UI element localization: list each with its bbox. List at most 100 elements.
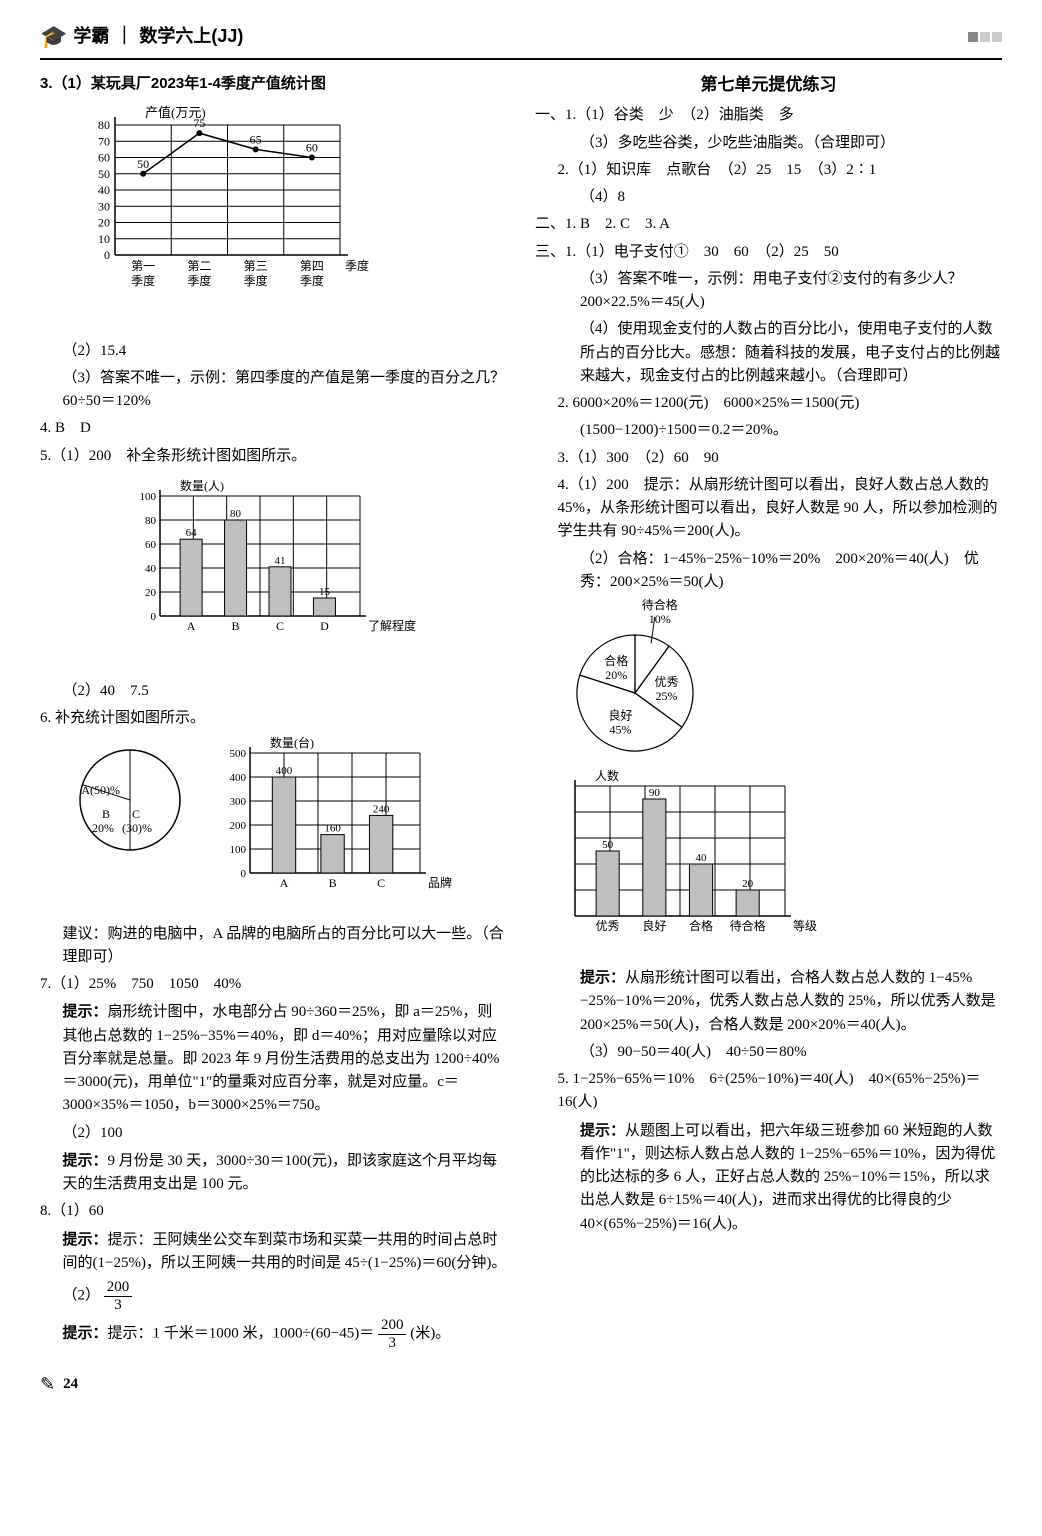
q8-2-hint: 提示：提示：1 千米＝1000 米，1000÷(60−45)＝ 200 3 (米… [40,1317,507,1351]
svg-text:数量(台): 数量(台) [270,735,314,750]
svg-text:0: 0 [151,611,157,623]
svg-text:待合格: 待合格 [642,598,678,612]
box-icon [980,32,990,42]
svg-text:20%: 20% [605,668,627,682]
svg-text:B: B [102,807,110,821]
q8-2: （2） 200 3 [40,1279,507,1313]
svg-text:0: 0 [241,868,247,880]
svg-text:了解程度: 了解程度 [368,618,416,633]
svg-text:良好: 良好 [642,918,666,933]
svg-text:40: 40 [98,183,110,197]
s3-5: 5. 1−25%−65%＝10% 6÷(25%−10%)＝40(人) 40×(6… [535,1068,1002,1115]
q8-1: 8.（1）60 [40,1200,507,1223]
svg-text:(30)%: (30)% [122,821,152,835]
svg-text:20%: 20% [92,821,114,835]
s2: 二、1. B 2. C 3. A [535,213,1002,236]
svg-text:400: 400 [230,772,247,784]
svg-text:40: 40 [145,563,157,575]
svg-text:50: 50 [602,839,614,851]
chart1-svg: 产值(万元)0102030405060708050756560第一季度第二季度第… [70,105,370,325]
chart2-svg: 数量(人)02040608010064A80B41C15D了解程度 [120,478,440,666]
svg-text:C: C [377,876,385,890]
q3-3: （3）答案不唯一，示例：第四季度的产值是第一季度的百分之几？ 60÷50＝120… [40,367,507,414]
content-columns: 3.（1）某玩具厂2023年1-4季度产值统计图 产值(万元)010203040… [40,72,1002,1355]
fraction: 200 3 [378,1317,407,1351]
s3-2: 2. 6000×20%＝1200(元) 6000×25%＝1500(元) [535,392,1002,415]
s3-4b: （2）合格：1−45%−25%−10%＝20% 200×20%＝40(人) 优秀… [535,548,1002,595]
fraction: 200 3 [104,1279,133,1313]
header-brand: 🎓 学霸 ｜ 数学六上(JJ) [40,20,243,54]
s1-2b: （4）8 [535,186,1002,209]
svg-text:第三: 第三 [244,259,268,273]
svg-text:60: 60 [306,141,318,155]
svg-text:15: 15 [319,586,331,598]
q3-title: 3.（1）某玩具厂2023年1-4季度产值统计图 [40,72,507,95]
pie1-svg: A(50)%B20%C(30)% [60,735,200,865]
subject-text: 数学六上(JJ) [139,23,243,51]
bar-chart-q5: 数量(人)02040608010064A80B41C15D了解程度 [120,478,440,666]
pen-icon: ✎ [40,1371,55,1399]
hint-label: 提示： [580,1122,625,1139]
svg-text:10%: 10% [649,612,671,626]
svg-text:第四: 第四 [300,259,324,273]
svg-text:优秀: 优秀 [654,675,678,689]
q7-hint: 提示：扇形统计图中，水电部分占 90÷360＝25%，即 a＝25%，则其他占总… [40,1000,507,1117]
q7-2-hint-text: 9 月份是 30 天，3000÷30＝100(元)，即该家庭这个月平均每天的生活… [63,1153,498,1192]
s3-3: 3.（1）300 （2）60 90 [535,447,1002,470]
hint-label: 提示： [63,1325,108,1342]
box-icon [992,32,1002,42]
svg-text:60: 60 [145,539,157,551]
svg-text:50: 50 [98,167,110,181]
box-icon [968,32,978,42]
q8-2-hint-a: 提示：1 千米＝1000 米，1000÷(60−45)＝ [108,1326,375,1342]
svg-text:数量(人): 数量(人) [180,478,224,493]
svg-text:40: 40 [696,852,708,864]
svg-text:A(50)%: A(50)% [81,783,120,797]
svg-text:20: 20 [742,878,754,890]
svg-text:200: 200 [230,820,247,832]
q8-1-hint: 提示：提示：王阿姨坐公交车到菜市场和买菜一共用的时间占总时间的(1−25%)，所… [40,1228,507,1276]
s3-5hint-text: 从题图上可以看出，把六年级三班参加 60 米短跑的人数看作"1"，则达标人数占总… [580,1123,995,1232]
svg-text:25%: 25% [656,689,678,703]
hint-label: 提示： [63,1003,108,1020]
s3-1b: （3）答案不唯一，示例：用电子支付②支付的有多少人？ 200×22.5%＝45(… [535,268,1002,315]
q6-text: 建议：购进的电脑中，A 品牌的电脑所占的百分比可以大一些。（合理即可） [40,923,507,970]
s3-4: 4.（1）200 提示：从扇形统计图可以看出，良好人数占总人数的 45%，从条形… [535,474,1002,544]
right-column: 第七单元提优练习 一、1.（1）谷类 少 （2）油脂类 多 （3）多吃些谷类，少… [535,72,1002,1355]
svg-text:500: 500 [230,748,247,760]
q7-2-hint: 提示：9 月份是 30 天，3000÷30＝100(元)，即该家庭这个月平均每天… [40,1149,507,1197]
svg-text:人数: 人数 [595,768,619,783]
brand-text: 学霸 [73,23,109,51]
svg-text:优秀: 优秀 [596,919,620,933]
frac-num: 200 [378,1317,407,1335]
svg-text:10: 10 [98,232,110,246]
s1-1b: （3）多吃些谷类，少吃些油脂类。（合理即可） [535,132,1002,155]
s3-4hint-text: 从扇形统计图可以看出，合格人数占总人数的 1−45%−25%−10%＝20%，优… [580,970,996,1033]
svg-text:50: 50 [137,157,149,171]
svg-text:160: 160 [324,822,341,834]
unit-title: 第七单元提优练习 [535,72,1002,98]
svg-text:第一: 第一 [131,259,155,273]
q7-hint-text: 扇形统计图中，水电部分占 90÷360＝25%，即 a＝25%，则其他占总数的 … [63,1004,500,1113]
q5-1: 5.（1）200 补全条形统计图如图所示。 [40,445,507,468]
svg-text:400: 400 [276,765,293,777]
svg-text:80: 80 [230,508,242,520]
s3-1c: （4）使用现金支付的人数占的百分比小，使用电子支付的人数所占的百分比大。感想：随… [535,318,1002,388]
svg-text:41: 41 [275,555,286,567]
page-header: 🎓 学霸 ｜ 数学六上(JJ) [40,20,1002,60]
svg-text:季度: 季度 [300,273,324,288]
svg-text:100: 100 [230,844,247,856]
svg-text:20: 20 [98,216,110,230]
svg-text:80: 80 [145,515,157,527]
chart4-wrap: 人数50优秀90良好40合格20待合格等级 [535,768,1002,966]
svg-text:季度: 季度 [345,258,369,273]
chart3-svg: 数量(台)0100200300400500400A160B240C品牌 [210,735,500,923]
frac-den: 3 [104,1297,133,1314]
svg-text:季度: 季度 [131,273,155,288]
q6-charts-row: A(50)%B20%C(30)% 数量(台)010020030040050040… [60,735,507,923]
hint-label: 提示： [63,1231,108,1248]
pie2-svg: 待合格10%优秀25%良好45%合格20% [535,598,735,768]
line-chart-q3: 产值(万元)0102030405060708050756560第一季度第二季度第… [70,105,370,325]
header-divider: ｜ [115,23,133,51]
hint-label: 提示： [580,969,625,986]
